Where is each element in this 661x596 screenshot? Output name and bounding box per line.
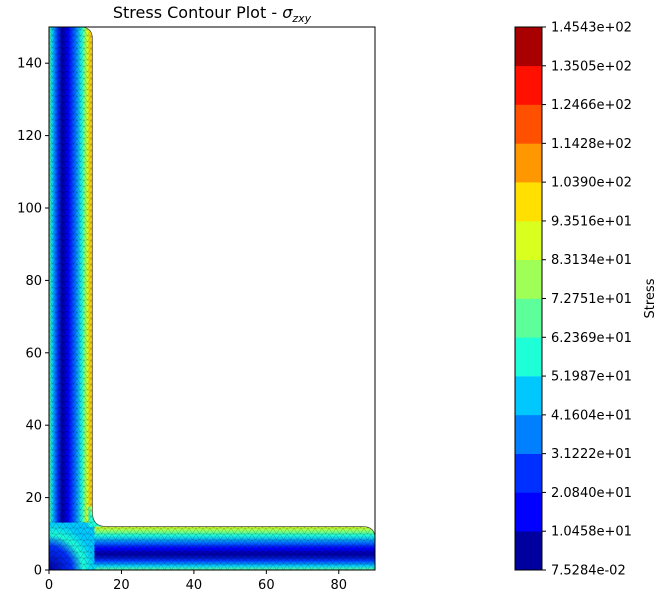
chart-title: Stress Contour Plot - σzxy [113, 3, 312, 25]
colorbar-tick-label: 1.2466e+02 [551, 98, 632, 113]
colorbar-tick-label: 1.0458e+01 [551, 525, 632, 540]
x-tick-label: 60 [258, 578, 275, 593]
colorbar-tick-label: 1.4543e+02 [551, 21, 632, 36]
colorbar-tick-label: 2.0840e+01 [551, 486, 632, 501]
chart-title-symbol: σ [282, 3, 293, 22]
colorbar-label: Stress [643, 278, 658, 318]
colorbar-tick-label: 5.1987e+01 [551, 370, 632, 385]
colorbar-band [515, 65, 542, 105]
x-tick-label: 40 [186, 578, 203, 593]
y-tick-label: 80 [25, 274, 42, 289]
y-tick-label: 140 [17, 57, 42, 72]
colorbar-band [515, 220, 542, 261]
y-tick-label: 100 [17, 202, 42, 217]
colorbar-band [515, 143, 542, 183]
colorbar: 7.5284e-02 1.0458e+01 2.0840e+01 3.1222e+01… [514, 21, 658, 579]
colorbar-tick-label: 6.2369e+01 [551, 331, 632, 346]
colorbar-band [515, 376, 542, 416]
y-tick-label: 20 [25, 491, 42, 506]
colorbar-band [515, 104, 542, 144]
colorbar-tick-label: 1.3505e+02 [551, 59, 632, 74]
colorbar-tick-label: 1.1428e+02 [551, 137, 632, 152]
colorbar-band [515, 337, 542, 377]
x-tick-label: 0 [45, 578, 53, 593]
colorbar-band [515, 298, 542, 338]
y-tick-label: 60 [25, 346, 42, 361]
colorbar-tick-label: 9.3516e+01 [551, 214, 632, 229]
colorbar-tick-label: 7.2751e+01 [551, 292, 632, 307]
stress-field [49, 27, 375, 570]
y-tick-label: 40 [25, 419, 42, 434]
y-axis: 0 20 40 60 80 100 120 140 [17, 57, 49, 579]
section-outline [48, 26, 376, 571]
colorbar-tick-label: 1.0390e+02 [551, 176, 632, 191]
x-tick-label: 20 [113, 578, 130, 593]
x-tick-label: 80 [331, 578, 348, 593]
colorbar-tick-label: 3.1222e+01 [551, 447, 632, 462]
colorbar-band [515, 259, 542, 299]
colorbar-tick-label: 7.5284e-02 [551, 564, 626, 579]
mesh-overlay [49, 27, 375, 570]
colorbar-band [515, 27, 542, 67]
colorbar-band [515, 531, 542, 571]
colorbar-band [515, 414, 542, 454]
colorbar-band [515, 182, 542, 222]
y-tick-label: 120 [17, 129, 42, 144]
chart-title-subscript: zxy [291, 12, 311, 25]
y-tick-label: 0 [34, 564, 42, 579]
plot-frame [48, 26, 376, 571]
x-axis: 0 20 40 60 80 [45, 570, 347, 593]
colorbar-tick-label: 4.1604e+01 [551, 408, 632, 423]
plot-area [48, 26, 376, 571]
chart-title-text: Stress Contour Plot - [113, 3, 282, 22]
colorbar-tick-label: 8.3134e+01 [551, 253, 632, 268]
colorbar-band [515, 492, 542, 532]
colorbar-band [515, 453, 542, 493]
